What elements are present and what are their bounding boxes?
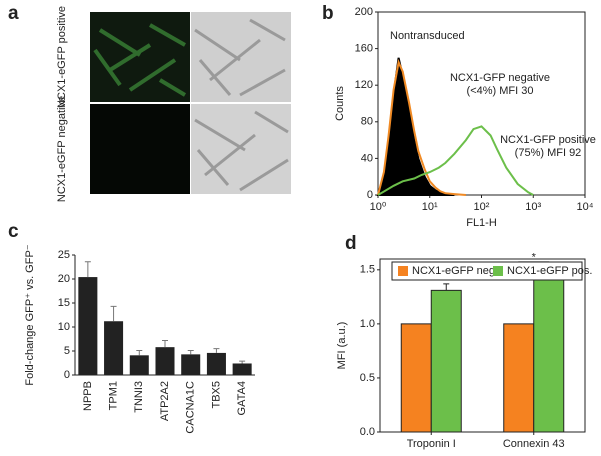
bar (503, 323, 535, 433)
y-tick-label: 10 (58, 321, 70, 333)
bar (78, 277, 98, 375)
x-tick-label: CACNA1C (185, 381, 197, 434)
y-axis-title: Counts (334, 86, 346, 121)
x-tick-label: TBX5 (210, 381, 222, 409)
row-label: NCX1-eGFP negative (56, 96, 68, 202)
bar (400, 323, 432, 433)
cell-shapes (194, 18, 286, 97)
fluorescence-image (90, 104, 190, 194)
row-label: NCX1-eGFP positive (56, 6, 68, 108)
y-tick-label: 20 (58, 273, 70, 285)
panel-label: b (322, 3, 334, 24)
bar (206, 352, 226, 375)
x-tick-label: 10¹ (422, 201, 438, 213)
histogram-line (377, 58, 466, 196)
legend-box (391, 261, 583, 281)
error-bar (136, 350, 143, 356)
cell-shapes (194, 110, 289, 192)
y-tick-label: 0.0 (360, 426, 375, 438)
bar (155, 347, 175, 375)
series-label: Nontransduced (390, 30, 465, 42)
y-tick-label: 120 (355, 79, 373, 91)
error-bar (162, 339, 168, 348)
y-tick-label: 5 (64, 345, 70, 357)
panel-label: a (8, 3, 19, 24)
y-axis-title: Fold-change GFP⁺ vs. GFP⁻ (24, 244, 36, 385)
error-bar (239, 360, 246, 364)
x-tick-label: TNNI3 (133, 381, 145, 413)
x-tick-label: Connexin 43 (503, 438, 565, 450)
x-tick-label: ATP2A2 (159, 381, 171, 421)
error-bar (84, 261, 91, 278)
x-tick-label: 10³ (525, 201, 541, 213)
y-axis-title: MFI (a.u.) (336, 322, 348, 370)
panel-label: c (8, 221, 19, 242)
x-tick-label: NPPB (82, 381, 94, 411)
x-tick-label: Troponin I (407, 438, 456, 450)
y-tick-label: 0 (64, 369, 70, 381)
plot-frame (379, 258, 586, 433)
y-tick-label: 80 (361, 116, 373, 128)
series-label: NCX1-GFP negative (450, 72, 550, 84)
x-tick-label: 10⁴ (577, 201, 594, 213)
cell-shapes (93, 23, 187, 97)
x-tick-label: 10² (474, 201, 490, 213)
series-note: (75%) MFI 92 (515, 147, 582, 159)
error-bar (110, 305, 117, 322)
series-label: NCX1-GFP positive (500, 134, 596, 146)
error-bar (213, 348, 220, 353)
y-tick-label: 1.5 (360, 264, 375, 276)
y-tick-label: 25 (58, 249, 70, 261)
legend-swatch (493, 266, 503, 276)
y-tick-label: 200 (355, 6, 373, 18)
y-tick-label: 0 (367, 189, 373, 201)
x-axis-title: FL1-H (466, 217, 497, 229)
y-tick-label: 160 (355, 43, 373, 55)
legend-label: NCX1-eGFP neg. (412, 265, 498, 277)
y-tick-label: 1.0 (360, 318, 375, 330)
bar (104, 321, 124, 375)
error-bar (187, 350, 194, 355)
bar (430, 289, 462, 433)
bar (533, 275, 565, 433)
y-tick-label: 40 (361, 152, 373, 164)
legend-label: NCX1-eGFP pos. (507, 265, 592, 277)
cells (93, 23, 187, 97)
significance-mark: * (532, 252, 537, 264)
y-tick-label: 15 (58, 297, 70, 309)
bar (181, 354, 201, 375)
x-tick-label: TPM1 (107, 381, 119, 410)
bar (129, 355, 149, 375)
series-note: (<4%) MFI 30 (467, 85, 534, 97)
legend-swatch (398, 266, 408, 276)
histogram-line (377, 125, 534, 196)
x-tick-label: GATA4 (236, 381, 248, 415)
panel-label: d (345, 233, 357, 254)
x-tick-label: 10⁰ (370, 201, 387, 213)
bar (232, 363, 252, 375)
error-bar (443, 283, 450, 291)
y-tick-label: 0.5 (360, 372, 375, 384)
